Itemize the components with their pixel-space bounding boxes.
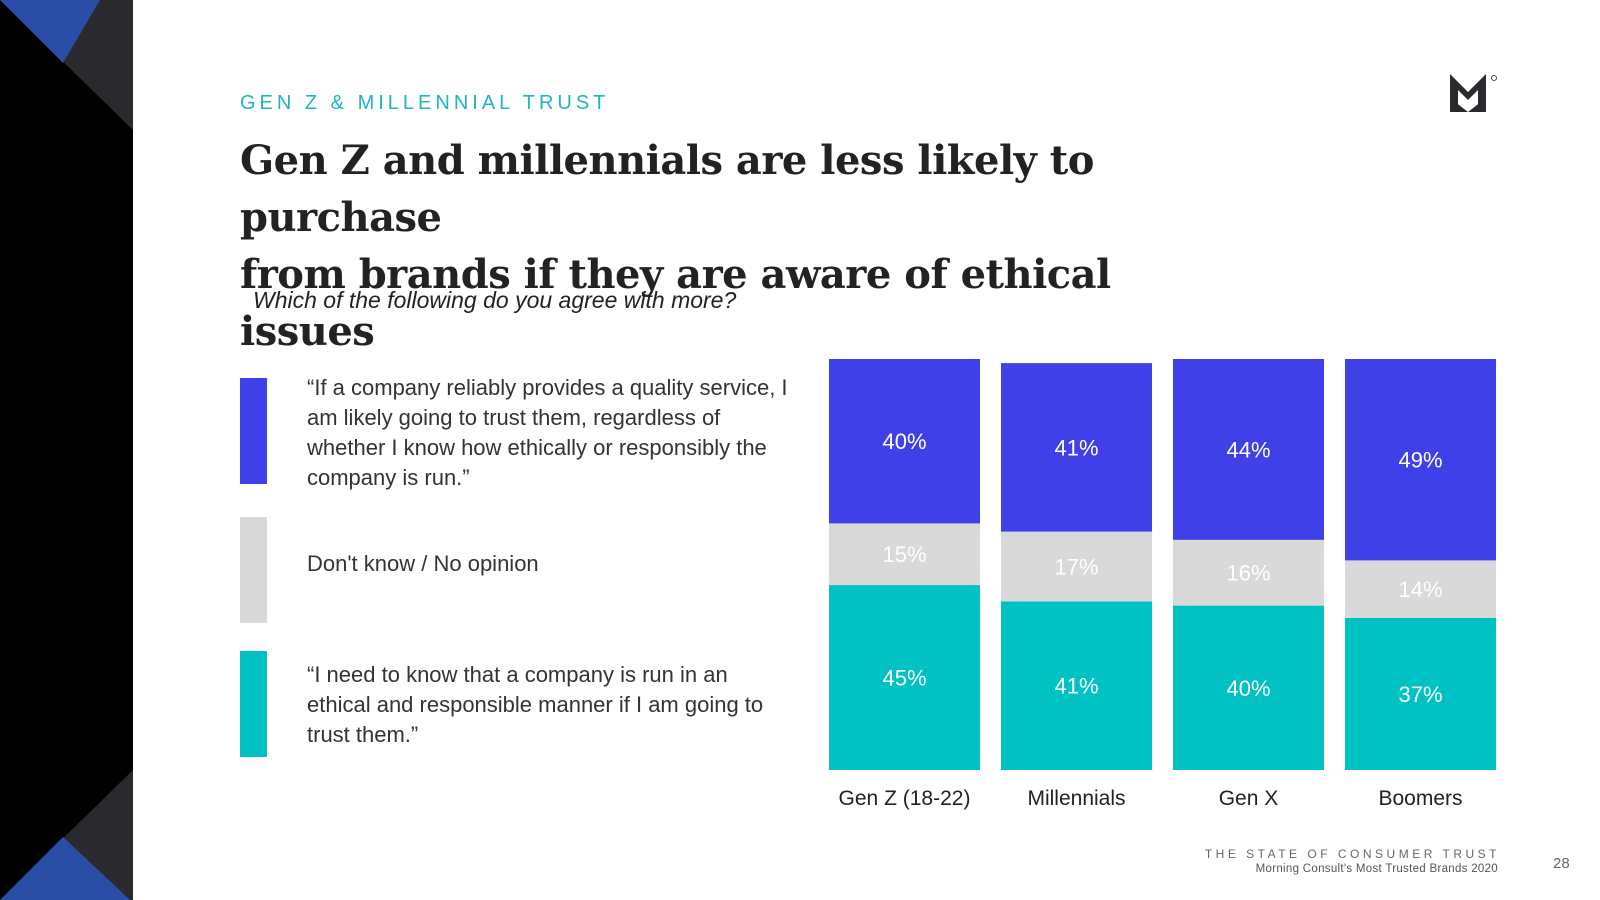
legend-swatch-ethical [240,651,267,757]
bar-segment-1-4 [1345,617,1496,770]
data-label-3-1: 40% [882,429,926,454]
bar-segment-2-2 [1001,531,1152,602]
report-subtitle: Morning Consult's Most Trusted Brands 20… [1255,863,1498,875]
legend-text-dont-know: Don't know / No opinion [307,551,539,576]
bar-segment-3-4 [1345,359,1496,561]
data-label-3-3: 44% [1226,437,1270,462]
page-title: Gen Z and millennials are less likely to… [240,132,1240,360]
section-kicker: GEN Z & MILLENNIAL TRUST [240,92,610,114]
category-label-2: Millennials [1027,787,1125,810]
bar-segment-1-3 [1173,605,1324,770]
survey-question: Which of the following do you agree with… [253,287,737,313]
bar-segment-1-1 [829,585,980,770]
legend-text-quality: “If a company reliably provides a qualit… [307,375,788,490]
data-label-2-4: 14% [1398,577,1442,602]
data-label-1-4: 37% [1398,682,1442,707]
bar-segment-2-3 [1173,539,1324,606]
bar-segment-1-2 [1001,601,1152,770]
category-label-3: Gen X [1219,787,1279,810]
report-title: THE STATE OF CONSUMER TRUST [1204,847,1500,861]
data-label-2-1: 15% [882,542,926,567]
data-label-3-2: 41% [1054,435,1098,460]
page-number: 28 [1553,855,1570,872]
legend-text-ethical: “I need to know that a company is run in… [307,662,764,747]
bar-segment-3-2 [1001,363,1152,532]
bar-segment-3-1 [829,359,980,524]
legend-swatch-dont-know [240,517,267,623]
category-label-4: Boomers [1378,787,1462,810]
data-label-2-3: 16% [1226,561,1270,586]
category-label-1: Gen Z (18-22) [839,787,971,810]
bar-segment-3-3 [1173,359,1324,540]
title-line-1: Gen Z and millennials are less likely to… [240,137,1094,241]
data-label-3-4: 49% [1398,448,1442,473]
bar-segment-2-4 [1345,560,1496,618]
title-line-2: from brands if they are aware of ethical… [240,251,1111,355]
data-label-2-2: 17% [1054,555,1098,580]
legend-swatch-quality [240,378,267,484]
bar-segment-2-1 [829,523,980,586]
decorative-side-strip [0,0,133,900]
brand-logo-icon [1450,74,1497,112]
data-label-1-1: 45% [882,666,926,691]
data-label-1-3: 40% [1226,676,1270,701]
data-label-1-2: 41% [1054,674,1098,699]
